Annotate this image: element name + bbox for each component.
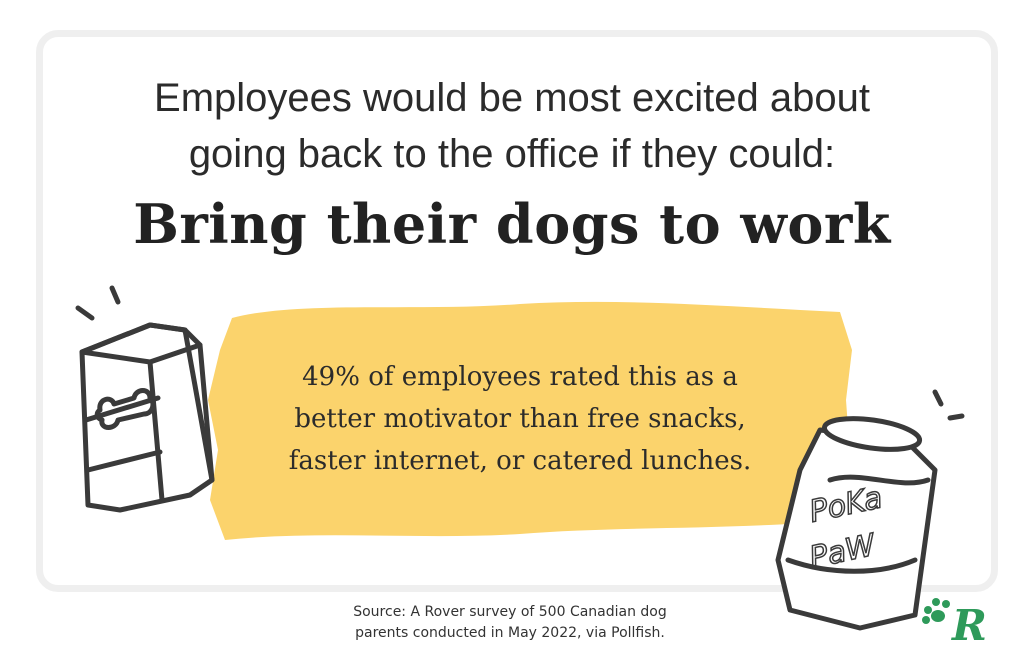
stat: 49% of employees rated this as a better … xyxy=(230,356,810,482)
soda-can xyxy=(775,389,965,631)
intro-line: Employees would be most excited about xyxy=(154,76,870,120)
stat-line: better motivator than free snacks, xyxy=(294,404,746,434)
headline: Bring their dogs to work xyxy=(133,192,891,256)
intro-line: going back to the office if they could: xyxy=(188,132,836,176)
source-line: Source: A Rover survey of 500 Canadian d… xyxy=(353,604,667,620)
rover-logo: R xyxy=(922,598,987,650)
stat-line: 49% of employees rated this as a xyxy=(302,362,738,392)
source: Source: A Rover survey of 500 Canadian d… xyxy=(300,602,720,644)
food-bag xyxy=(75,285,215,513)
source-line: parents conducted in May 2022, via Pollf… xyxy=(355,625,665,641)
logo-text: R xyxy=(951,601,987,650)
intro: Employees would be most excited about go… xyxy=(0,70,1024,182)
stat-line: faster internet, or catered lunches. xyxy=(288,446,752,476)
highlight-blob xyxy=(208,301,852,540)
